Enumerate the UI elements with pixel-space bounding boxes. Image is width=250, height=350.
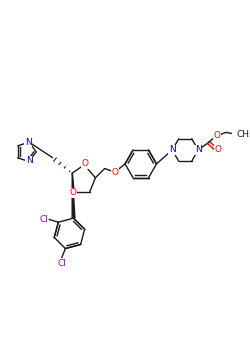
Text: CH₃: CH₃ bbox=[236, 130, 250, 139]
Text: Cl: Cl bbox=[39, 215, 48, 224]
Text: O: O bbox=[213, 131, 220, 140]
Text: O: O bbox=[214, 145, 221, 154]
Text: N: N bbox=[25, 138, 32, 147]
Text: N: N bbox=[169, 146, 176, 154]
Text: O: O bbox=[82, 159, 89, 168]
Text: Cl: Cl bbox=[57, 259, 66, 268]
Polygon shape bbox=[72, 173, 75, 218]
Text: O: O bbox=[70, 188, 77, 197]
Text: N: N bbox=[26, 156, 32, 165]
Text: N: N bbox=[195, 146, 202, 154]
Text: O: O bbox=[111, 168, 118, 177]
